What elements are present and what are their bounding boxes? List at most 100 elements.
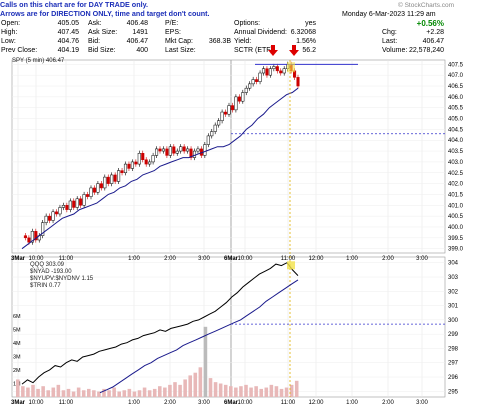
chg-value: +2.28 bbox=[426, 29, 444, 36]
lower-y-tick-label: 295 bbox=[448, 389, 459, 395]
spy-candle-body bbox=[203, 144, 207, 156]
eps-label: EPS: bbox=[165, 29, 181, 36]
volume-bar bbox=[16, 379, 20, 397]
volume-bar bbox=[132, 391, 137, 397]
volume-tick-label: 3M bbox=[13, 355, 21, 361]
spy-candle-body bbox=[134, 161, 138, 165]
volume-bar bbox=[142, 387, 147, 397]
spy-candle-body bbox=[186, 148, 190, 152]
upper-x-tick-label: 11:00 bbox=[59, 256, 74, 262]
last-label: Last: bbox=[382, 38, 398, 45]
volume-tick-label: 4M bbox=[13, 341, 21, 347]
lower-x-tick-label: 6Mar bbox=[224, 400, 239, 406]
spy-last-price-highlight bbox=[287, 62, 295, 73]
upper-x-tick-label: 2:00 bbox=[164, 256, 176, 262]
volume-bar bbox=[289, 384, 294, 397]
yield-label: Yield: bbox=[234, 38, 252, 45]
spy-candle-body bbox=[44, 215, 48, 223]
upper-x-tick-label: 3:00 bbox=[198, 256, 210, 262]
volume-label: Volume: bbox=[382, 47, 408, 54]
low-label: Low: bbox=[1, 38, 16, 45]
down-arrow-1-head bbox=[268, 50, 278, 56]
volume-bar bbox=[239, 386, 243, 397]
options-label: Options: bbox=[234, 20, 261, 27]
down-arrow-2-head bbox=[289, 50, 299, 56]
sctr-label: SCTR (ETF): bbox=[234, 47, 275, 54]
spy-candle-body bbox=[220, 111, 224, 121]
qqq-moving-average-line bbox=[99, 279, 299, 394]
volume-bar bbox=[76, 387, 81, 397]
volume-bar bbox=[249, 387, 253, 397]
options-value: yes bbox=[305, 20, 316, 27]
lower-y-tick-label: 299 bbox=[448, 332, 459, 338]
volume-bar bbox=[203, 326, 208, 397]
upper-x-tick-label: 10:00 bbox=[237, 256, 253, 262]
volume-bar bbox=[92, 390, 96, 397]
upper-y-tick-label: 401.0 bbox=[448, 203, 464, 209]
volume-bar bbox=[279, 388, 284, 397]
spy-candle-body bbox=[161, 148, 165, 152]
volume-bar bbox=[107, 390, 111, 397]
upper-x-tick-label: 11:00 bbox=[281, 256, 296, 262]
ask-value: 406.48 bbox=[126, 20, 148, 27]
lower-x-tick-label: 1:00 bbox=[128, 400, 140, 406]
volume-bar bbox=[117, 391, 121, 397]
spy-candle-body bbox=[179, 146, 183, 152]
volume-bar bbox=[137, 390, 142, 397]
ask-label: Ask: bbox=[88, 20, 102, 27]
spy-candle-body bbox=[120, 170, 124, 174]
quote-col-4: Options: yes Annual Dividend: 6.32068 Yiel… bbox=[234, 19, 316, 59]
volume-bar bbox=[173, 382, 177, 397]
volume-bar bbox=[127, 388, 132, 397]
quote-col-2: Ask: 406.48 Ask Size: 1491 Bid: 406.47 Bid … bbox=[88, 19, 148, 59]
volume-bar bbox=[26, 387, 30, 397]
spy-candle-body bbox=[137, 152, 141, 165]
quote-col-5: Chg: +2.28 Last: 406.47 Volume: 22,578,240 bbox=[382, 28, 444, 58]
spy-moving-average-line bbox=[21, 87, 299, 250]
high-label: High: bbox=[1, 29, 18, 36]
upper-x-tick-label: 1:00 bbox=[128, 256, 140, 262]
upper-y-tick-label: 399.5 bbox=[448, 236, 464, 242]
volume-bar bbox=[198, 367, 203, 397]
ask-size-label: Ask Size: bbox=[88, 29, 118, 36]
volume-bar bbox=[51, 387, 56, 397]
high-value: 407.45 bbox=[57, 29, 79, 36]
down-arrow-2-shaft bbox=[292, 45, 296, 50]
spy-candle-body bbox=[86, 194, 90, 197]
volume-bar bbox=[168, 384, 172, 397]
spy-candle-body bbox=[241, 92, 245, 102]
volume-bar bbox=[264, 387, 269, 397]
upper-y-tick-label: 403.0 bbox=[448, 160, 464, 166]
volume-bar bbox=[188, 375, 192, 397]
spy-candle-body bbox=[279, 70, 283, 74]
upper-x-tick-label: 6Mar bbox=[224, 256, 239, 262]
yield-value: 1.56% bbox=[296, 38, 316, 45]
date-time: Monday 6-Mar-2023 11:29 am bbox=[342, 11, 436, 18]
lower-legend-1: QQQ 303.09 bbox=[30, 262, 65, 268]
spy-candle-body bbox=[72, 200, 76, 208]
volume-bar bbox=[36, 388, 40, 397]
bid-label: Bid: bbox=[88, 38, 101, 45]
lower-x-tick-label: 10:00 bbox=[237, 400, 253, 406]
spy-candle-body bbox=[182, 146, 186, 152]
lower-y-tick-label: 301 bbox=[448, 304, 459, 310]
volume-bar bbox=[213, 382, 218, 397]
volume-bar bbox=[46, 390, 50, 397]
upper-y-tick-label: 399.0 bbox=[448, 247, 464, 253]
spy-candle-body bbox=[58, 207, 62, 215]
pe-label: P/E: bbox=[165, 20, 179, 27]
volume-bar bbox=[158, 386, 162, 397]
spy-candle-body bbox=[217, 120, 221, 126]
disclaimer-note: Calls on this chart are for DAY TRADE on… bbox=[0, 0, 230, 18]
spy-candle-body bbox=[144, 159, 148, 165]
lower-x-tick-label: 11:00 bbox=[281, 400, 296, 406]
volume-tick-label: 2M bbox=[13, 368, 21, 374]
volume-bar bbox=[66, 388, 71, 397]
disclaimer-line-1: Calls on this chart are for DAY TRADE on… bbox=[0, 0, 149, 9]
upper-y-tick-label: 401.5 bbox=[448, 192, 464, 198]
spy-candle-body bbox=[168, 146, 172, 156]
volume-bar bbox=[41, 386, 45, 397]
volume-bar bbox=[81, 390, 86, 397]
lower-x-tick-label: 11:00 bbox=[59, 400, 74, 406]
lower-x-tick-label: 10:00 bbox=[28, 400, 44, 406]
